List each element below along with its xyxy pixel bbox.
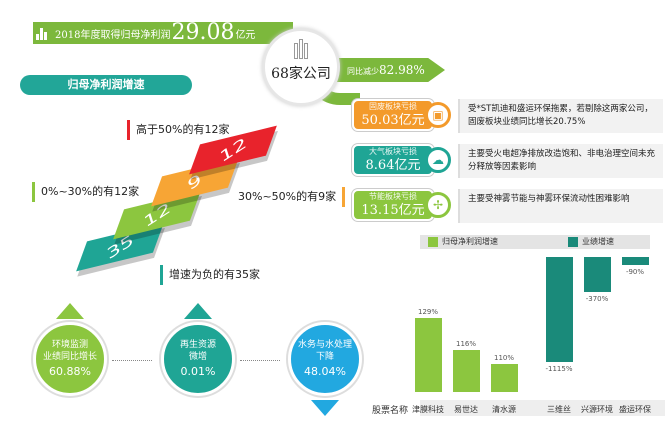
- x-tick-label: 津膜科技: [412, 405, 444, 414]
- sector-title: 大气板块亏损: [369, 147, 417, 156]
- legend-swatch-performance: [568, 237, 578, 247]
- step-label: 30%~50%的有9家: [232, 187, 346, 207]
- segment-text: 微增: [188, 352, 207, 362]
- growth-section-title: 归母净利润增速: [20, 75, 192, 95]
- segment-text: 水务与水处理: [297, 340, 352, 350]
- buildings-icon: [265, 39, 337, 59]
- bar-profit-growth: [491, 364, 518, 392]
- bar-data-label: 110%: [493, 354, 514, 362]
- company-count: 68家公司: [271, 66, 331, 82]
- bar-data-label: -370%: [585, 294, 609, 303]
- segment-value: 60.88%: [49, 365, 91, 378]
- sector-note: 主要受神雾节能与神雾环保流动性困难影响: [458, 189, 663, 223]
- banner-value: 29.08: [171, 20, 235, 45]
- segment-text: 业绩同比增长: [42, 352, 97, 362]
- company-count-circle: 68家公司: [262, 28, 340, 106]
- segment-text: 环境监测: [51, 340, 88, 350]
- sector-loss-card: 固废板块亏损 50.03亿元: [352, 99, 434, 131]
- dotted-arrow: [112, 360, 152, 361]
- legend-label-profit: 归母净利润增速: [442, 237, 498, 246]
- sector-loss-value: 8.64亿元: [365, 158, 421, 173]
- sector-title: 固废板块亏损: [369, 102, 417, 111]
- trend-up-icon: [184, 303, 212, 319]
- bar-data-label: 129%: [417, 308, 438, 317]
- bar-profit-growth: [453, 349, 480, 392]
- bar-performance-growth: [584, 257, 611, 292]
- dotted-arrow: [240, 360, 280, 361]
- segment-circle: 环境监测业绩同比增长 60.88%: [33, 322, 107, 396]
- x-tick-label: 易世达: [454, 405, 478, 414]
- cloud-icon: ☁: [425, 147, 451, 173]
- sector-note: 受*ST凯迪和盛运环保拖累，若剔除这两家公司，固废板块业绩同比增长20.75%: [458, 99, 663, 133]
- decline-value: 82.98%: [379, 63, 425, 77]
- banner-prefix: 2018年度取得归母净利润: [55, 29, 171, 41]
- segment-text: 再生资源: [179, 340, 216, 350]
- segment-value: 0.01%: [180, 365, 216, 378]
- segment-circle: 再生资源微增 0.01%: [161, 322, 235, 396]
- step-label: 高于50%的有12家: [127, 120, 229, 140]
- trend-down-icon: [311, 400, 339, 416]
- legend-label-performance: 业绩增速: [582, 237, 614, 246]
- x-axis-band: [420, 400, 665, 416]
- x-tick-label: 兴源环境: [581, 405, 613, 414]
- x-tick-label: 清水源: [492, 405, 516, 414]
- sector-loss-card: 节能板块亏损 13.15亿元: [352, 189, 434, 221]
- chart-legend: 归母净利润增速 业绩增速: [420, 235, 650, 249]
- segment-circle: 水务与水处理 下降 48.04%: [288, 322, 362, 396]
- x-tick-label: 盛运环保: [619, 405, 651, 414]
- sector-loss-card: 大气板块亏损 8.64亿元: [352, 144, 434, 176]
- profit-banner: 2018年度取得归母净利润 29.08 亿元: [33, 22, 293, 44]
- segment-text: 下降: [315, 352, 334, 362]
- bar-chart-icon: [36, 28, 48, 40]
- banner-unit: 亿元: [235, 29, 256, 41]
- x-axis-label: 股票名称: [372, 406, 409, 416]
- sector-note: 主要受火电超净排放改造饱和、非电治理空间未充分释放等因素影响: [458, 144, 663, 178]
- bar-data-label: 116%: [455, 339, 476, 348]
- x-tick-label: 三维丝: [547, 405, 571, 414]
- trend-up-icon: [56, 303, 84, 319]
- sector-loss-value: 50.03亿元: [361, 113, 425, 128]
- step-label: 0%~30%的有12家: [32, 182, 139, 202]
- segment-value: 48.04%: [304, 365, 346, 378]
- bar-profit-growth: [415, 318, 442, 392]
- sector-loss-value: 13.15亿元: [361, 203, 425, 218]
- bar-performance-growth: [622, 257, 649, 266]
- bar-data-label: -1115%: [545, 364, 573, 373]
- bar-data-label: -90%: [625, 268, 645, 277]
- sector-title: 节能板块亏损: [369, 192, 417, 201]
- bar-performance-growth: [546, 257, 573, 362]
- wind-turbine-icon: ✢: [425, 192, 451, 218]
- trash-bin-icon: ▣: [425, 102, 451, 128]
- decline-prefix: 同比减少: [347, 67, 379, 76]
- step-label: 增速为负的有35家: [160, 265, 260, 285]
- legend-swatch-profit: [428, 237, 438, 247]
